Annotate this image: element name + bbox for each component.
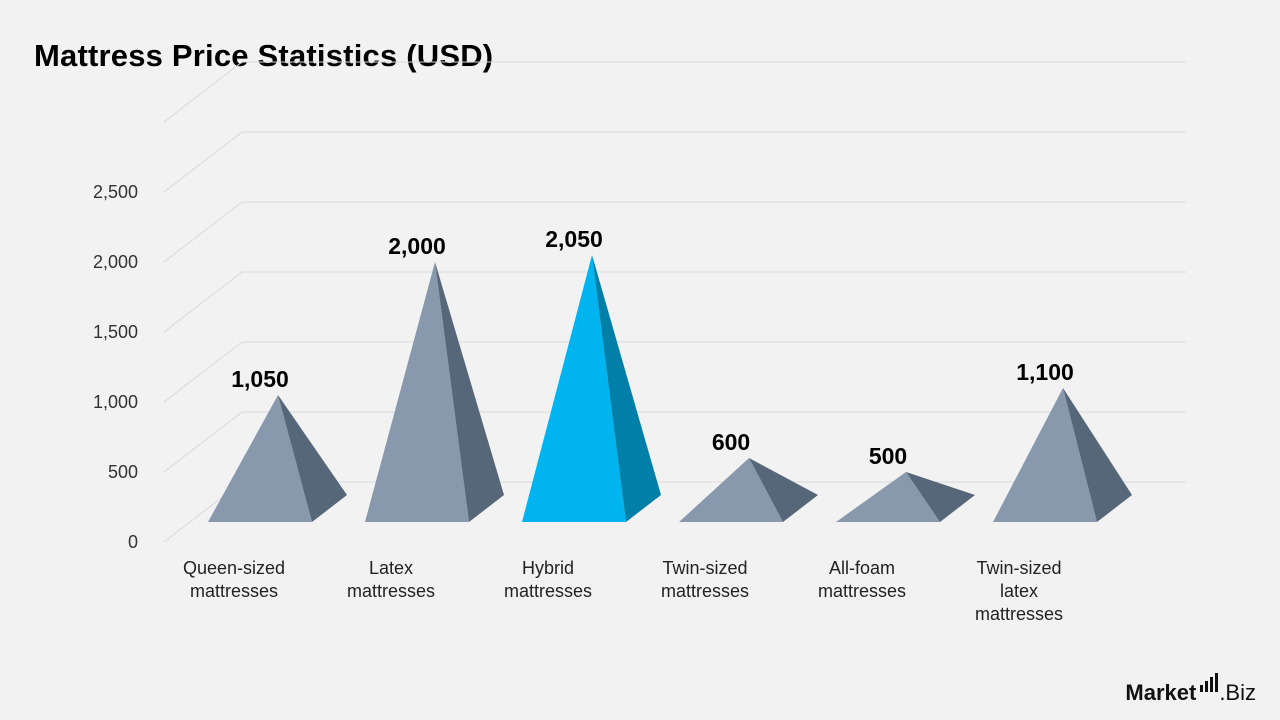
grid-layer (163, 61, 1186, 543)
pyramid-front-face (522, 255, 626, 522)
brand-suffix: .Biz (1219, 680, 1256, 705)
gridline-diagonal (163, 201, 243, 263)
gridline-diagonal (163, 131, 243, 193)
value-label: 2,000 (388, 233, 446, 259)
y-tick-label: 1,000 (93, 392, 138, 412)
y-tick-label: 2,000 (93, 252, 138, 272)
pyramid-side-face (906, 472, 975, 522)
category-label: Hybrid mattresses (504, 558, 592, 601)
gridline-diagonal (163, 341, 243, 403)
gridline-diagonal (163, 411, 243, 473)
value-label: 2,050 (545, 226, 603, 252)
pyramid-front-face (993, 388, 1097, 522)
bar-layer (208, 255, 1132, 522)
value-label: 600 (712, 429, 750, 455)
category-label: Latex mattresses (347, 558, 435, 601)
pyramid-side-face (1063, 388, 1132, 522)
pyramid-front-face (365, 262, 469, 522)
y-tick-label: 0 (128, 532, 138, 552)
category-labels: Queen-sized mattresses Latex mattresses Hybr… (183, 558, 1063, 624)
gridline-diagonal (163, 271, 243, 333)
pyramid-bar (365, 262, 504, 522)
pyramid-bar (679, 458, 818, 522)
y-tick-label: 500 (108, 462, 138, 482)
category-label: All-foam mattresses (818, 558, 906, 601)
pyramid-front-face (208, 395, 312, 522)
brand-name: Market (1125, 680, 1197, 705)
gridline-diagonal (163, 61, 243, 123)
y-axis-ticks: 0 500 1,000 1,500 2,000 2,500 (93, 182, 138, 552)
pyramid-side-face (278, 395, 347, 522)
pyramid-side-face (592, 255, 661, 522)
value-labels: 1,050 2,000 2,050 600 500 1,100 (231, 226, 1074, 469)
pyramid-bar (208, 395, 347, 522)
brand-bars-icon (1198, 673, 1219, 692)
pyramid-bar (993, 388, 1132, 522)
pyramid-side-face (435, 262, 504, 522)
pyramid-front-face (679, 458, 783, 522)
y-tick-label: 1,500 (93, 322, 138, 342)
chart-title: Mattress Price Statistics (USD) (34, 38, 494, 73)
pyramid-side-face (749, 458, 818, 522)
brand-logo: Market .Biz (1125, 673, 1256, 706)
pyramid-bar (836, 472, 975, 522)
pyramid-front-face (836, 472, 940, 522)
category-label: Queen-sized mattresses (183, 558, 285, 601)
value-label: 1,050 (231, 366, 289, 392)
value-label: 500 (869, 443, 907, 469)
category-label: Twin-sized mattresses (661, 558, 749, 601)
y-tick-label: 2,500 (93, 182, 138, 202)
category-label: Twin-sized latex mattresses (975, 558, 1063, 624)
pyramid-bar (522, 255, 661, 522)
value-label: 1,100 (1016, 359, 1074, 385)
